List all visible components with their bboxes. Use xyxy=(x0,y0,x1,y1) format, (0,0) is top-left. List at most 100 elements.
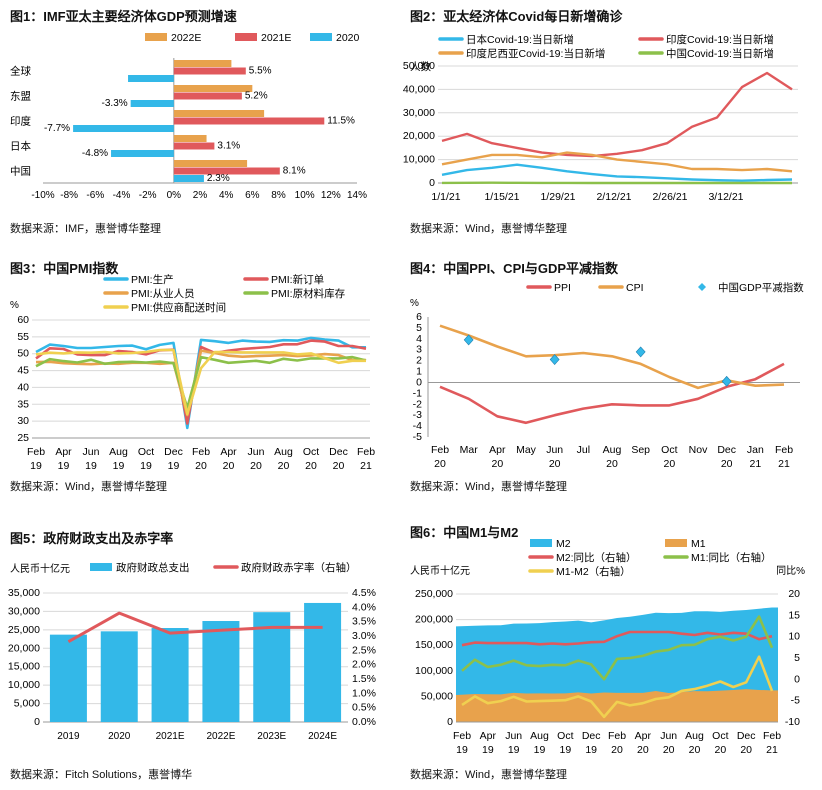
x-tick-label: Oct xyxy=(303,446,319,458)
x-tick-label: 3/12/21 xyxy=(708,191,743,203)
y-tick-label: 4 xyxy=(416,333,422,345)
x-tick-label: 19 xyxy=(140,460,152,472)
x-tick-label: 19 xyxy=(30,460,42,472)
bar-2021E-印度 xyxy=(173,117,325,125)
x-tick-label: 2/26/21 xyxy=(652,191,687,203)
x-tick-label: 20 xyxy=(223,460,235,472)
x-tick-label: Apr xyxy=(489,444,506,456)
line-PMI:供应商配送时间 xyxy=(35,348,366,416)
x-tick-label: Oct xyxy=(661,444,677,456)
y-tick-label: 55 xyxy=(17,331,29,343)
category-label: 中国 xyxy=(10,165,31,178)
x-tick-label: Apr xyxy=(55,446,72,458)
y-tick-label: 0 xyxy=(416,376,422,388)
x-tick-label: Feb xyxy=(357,446,375,458)
bar-2020-印度 xyxy=(73,125,174,132)
x-tick-label: 21 xyxy=(778,458,790,470)
x-tick-label: 19 xyxy=(559,744,571,756)
x-tick-label: 20 xyxy=(740,744,752,756)
y2-tick-label: 1.0% xyxy=(352,687,376,699)
panel-source: 数据来源：Wind，惠誉博华整理 xyxy=(410,769,568,781)
x-tick-label: 20 xyxy=(278,460,290,472)
x-tick-label: 2021E xyxy=(156,731,185,742)
legend-M2-label: M2 xyxy=(556,538,571,550)
data-label: 3.1% xyxy=(217,141,240,152)
line-PMI:新订单 xyxy=(35,339,367,425)
y-tick-label: 30,000 xyxy=(403,107,435,119)
legend-PMI:原材料库存-label: PMI:原材料库存 xyxy=(271,287,346,300)
legend-日本Covid-19:当日新增-label: 日本Covid-19:当日新增 xyxy=(466,33,574,46)
x-tick-label: 19 xyxy=(168,460,180,472)
line-PMI:生产 xyxy=(35,336,366,430)
x-tick-label: Jun xyxy=(505,730,522,742)
data-label: 2.3% xyxy=(207,173,230,184)
y-tick-label: 25,000 xyxy=(8,624,40,636)
x-tick-label: 2020 xyxy=(108,731,131,742)
x-tick-label: Jul xyxy=(577,444,590,456)
legend-PPI-label: PPI xyxy=(554,282,571,294)
panel-title: 图3：中国PMI指数 xyxy=(10,261,119,276)
bar-spending-2022E xyxy=(202,621,240,722)
legend-印度尼西亚Covid-19:当日新增-label: 印度尼西亚Covid-19:当日新增 xyxy=(466,47,605,60)
bar-2022E-全球 xyxy=(173,60,232,67)
legend-M2-yoy-label: M2:同比（右轴） xyxy=(556,551,637,564)
legend-PMI:生产-label: PMI:生产 xyxy=(131,273,174,286)
line-印度尼西亚Covid-19:当日新增 xyxy=(441,151,793,173)
x-tick-label: 20 xyxy=(250,460,262,472)
x-tick-label: Jun xyxy=(83,446,100,458)
gdp-deflator-point xyxy=(635,346,646,358)
bar-2022E-中国 xyxy=(173,160,248,167)
x-tick-label: 20 xyxy=(195,460,207,472)
x-tick-label: Feb xyxy=(453,730,471,742)
x-tick-label: -2% xyxy=(139,190,157,201)
y-tick-label: 0 xyxy=(447,716,453,728)
y2-tick-label: 3.0% xyxy=(352,630,376,642)
category-label: 全球 xyxy=(10,65,31,78)
x-tick-label: Mar xyxy=(460,444,479,456)
y-tick-label: -1 xyxy=(413,387,422,399)
x-tick-label: Dec xyxy=(329,446,348,458)
panel-source: 数据来源：Wind，惠誉博华整理 xyxy=(410,223,568,235)
x-tick-label: 20 xyxy=(606,458,618,470)
x-tick-label: 19 xyxy=(534,744,546,756)
y2-tick-label: 15 xyxy=(788,609,800,621)
x-tick-label: 21 xyxy=(766,744,778,756)
x-tick-label: Dec xyxy=(717,444,736,456)
y-tick-label: 50,000 xyxy=(403,60,435,72)
gdp-forecast-chart: 2022E 2021E 2020 -10% -8% -6% -4% -2% 0% 2% 4% 6% 8%… xyxy=(10,32,367,201)
x-tick-label: Oct xyxy=(557,730,573,742)
x-tick-label: Apr xyxy=(635,730,652,742)
y-tick-label: 35,000 xyxy=(8,587,40,599)
x-tick-label: 20 xyxy=(549,458,561,470)
y-tick-label: 45 xyxy=(17,365,29,377)
x-tick-label: Dec xyxy=(164,446,183,458)
fiscal-chart: 人民币十亿元 政府财政总支出 政府财政赤字率（右轴） 0 5,000 10,000 15,0… xyxy=(8,561,376,742)
x-tick-label: 20 xyxy=(333,460,345,472)
x-tick-label: 19 xyxy=(508,744,520,756)
x-tick-label: 20 xyxy=(637,744,649,756)
bar-2021E-全球 xyxy=(173,67,246,75)
line-M1-M2（右轴） xyxy=(461,655,774,719)
y2-tick-label: 0 xyxy=(794,673,800,685)
y-tick-label: -4 xyxy=(413,420,422,432)
pmi-chart: PMI:生产 PMI:新订单 PMI:从业人员 PMI:原材料库存 PMI:供应商配送时… xyxy=(10,273,375,472)
data-label: 11.5% xyxy=(327,116,355,127)
x-tick-label: 4% xyxy=(219,190,234,201)
y-tick-label: 10,000 xyxy=(403,154,435,166)
y-tick-label: 20,000 xyxy=(8,642,40,654)
y2-tick-label: 2.0% xyxy=(352,659,376,671)
y2-tick-label: -10 xyxy=(785,716,800,728)
y-tick-label: 25 xyxy=(17,432,29,444)
panel-title: 图4：中国PPI、CPI与GDP平减指数 xyxy=(410,261,619,276)
x-tick-label: 20 xyxy=(689,744,701,756)
x-tick-label: Feb xyxy=(775,444,793,456)
y-tick-label: 15,000 xyxy=(8,661,40,673)
x-tick-label: Oct xyxy=(712,730,728,742)
x-tick-label: Dec xyxy=(582,730,601,742)
money-supply-chart: M2 M1 M2:同比（右轴） M1:同比（右轴） M1-M2（右轴） 人民币十亿元 同比%… xyxy=(410,538,805,756)
x-tick-label: 20 xyxy=(611,744,623,756)
y-axis-title: 人民币十亿元 xyxy=(10,562,70,575)
x-tick-label: 2/12/21 xyxy=(596,191,631,203)
bar-2021E-中国 xyxy=(173,167,280,175)
x-tick-label: 20 xyxy=(714,744,726,756)
